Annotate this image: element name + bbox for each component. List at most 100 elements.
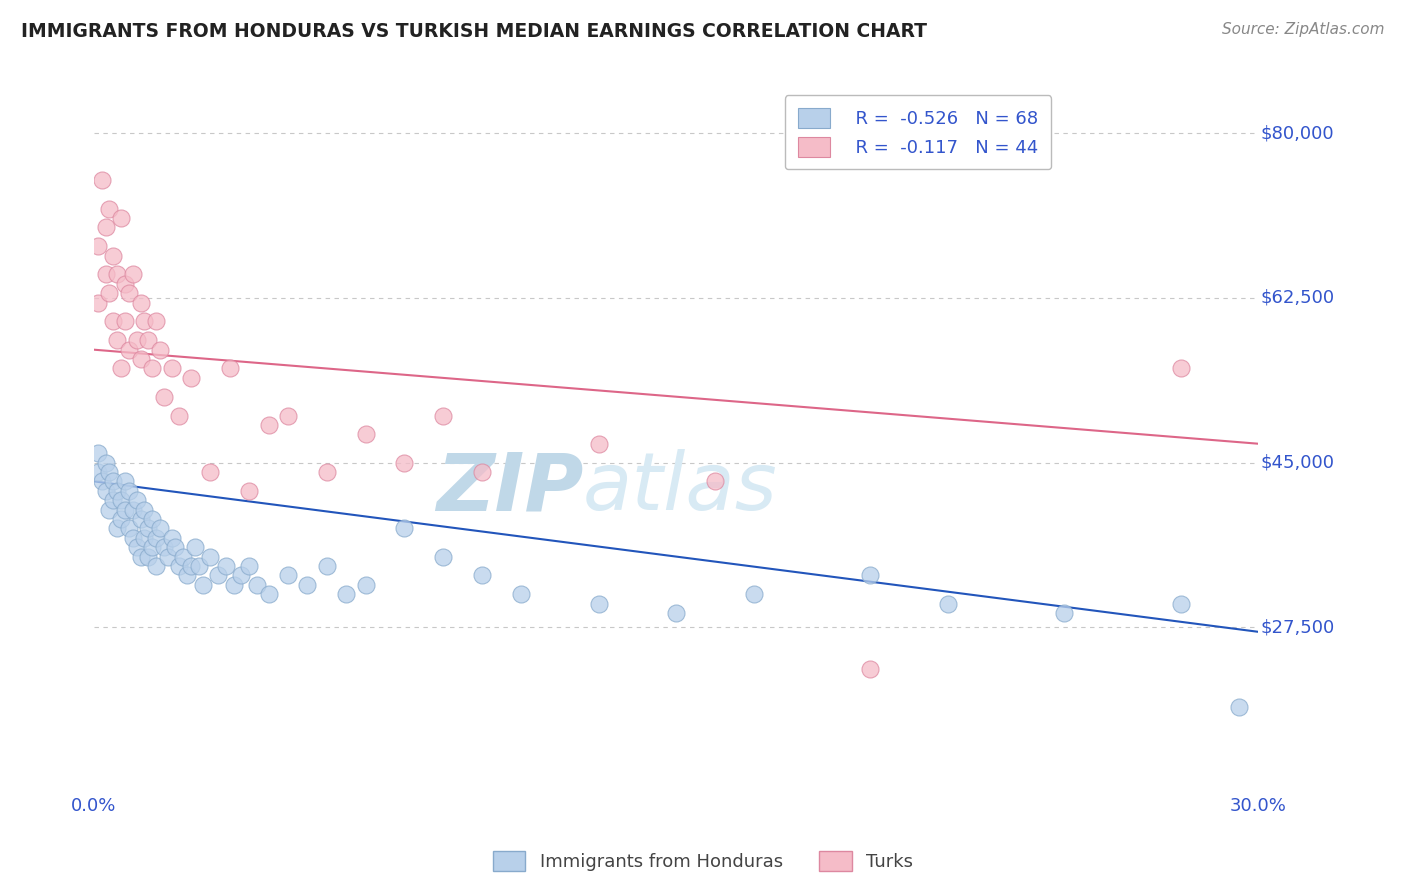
Point <box>87 446 110 460</box>
Point <box>859 662 882 676</box>
Point <box>238 483 260 498</box>
Point <box>136 521 159 535</box>
Point <box>1170 361 1192 376</box>
Point <box>129 352 152 367</box>
Text: $80,000: $80,000 <box>1261 124 1334 143</box>
Point <box>121 268 143 282</box>
Point <box>145 314 167 328</box>
Point <box>315 465 337 479</box>
Legend: Immigrants from Honduras, Turks: Immigrants from Honduras, Turks <box>485 844 921 879</box>
Point <box>588 597 610 611</box>
Text: atlas: atlas <box>583 450 778 527</box>
Point <box>134 314 156 328</box>
Point <box>1227 700 1250 714</box>
Point <box>200 549 222 564</box>
Point <box>1053 606 1076 620</box>
Point <box>471 568 494 582</box>
Point <box>335 587 357 601</box>
Point <box>110 361 132 376</box>
Point <box>103 493 125 508</box>
Point <box>509 587 531 601</box>
Point <box>114 502 136 516</box>
Point <box>129 512 152 526</box>
Point <box>125 540 148 554</box>
Point <box>277 568 299 582</box>
Point <box>105 483 128 498</box>
Point <box>152 390 174 404</box>
Text: ZIP: ZIP <box>436 450 583 527</box>
Point <box>180 559 202 574</box>
Point <box>394 456 416 470</box>
Point <box>703 475 725 489</box>
Point <box>125 493 148 508</box>
Point <box>87 239 110 253</box>
Point <box>94 268 117 282</box>
Point <box>215 559 238 574</box>
Point <box>121 531 143 545</box>
Point <box>136 333 159 347</box>
Point <box>160 531 183 545</box>
Point <box>187 559 209 574</box>
Point <box>222 578 245 592</box>
Point <box>231 568 253 582</box>
Point <box>114 314 136 328</box>
Point <box>94 220 117 235</box>
Point <box>207 568 229 582</box>
Point <box>149 521 172 535</box>
Text: Source: ZipAtlas.com: Source: ZipAtlas.com <box>1222 22 1385 37</box>
Point <box>665 606 688 620</box>
Point <box>87 465 110 479</box>
Point <box>94 456 117 470</box>
Point <box>90 173 112 187</box>
Point <box>394 521 416 535</box>
Point <box>184 540 207 554</box>
Point <box>103 249 125 263</box>
Point <box>238 559 260 574</box>
Point <box>588 436 610 450</box>
Point <box>98 202 121 216</box>
Point <box>218 361 240 376</box>
Point <box>165 540 187 554</box>
Point <box>141 512 163 526</box>
Point <box>160 361 183 376</box>
Point <box>172 549 194 564</box>
Point <box>110 512 132 526</box>
Point <box>200 465 222 479</box>
Point <box>277 409 299 423</box>
Point <box>149 343 172 357</box>
Point <box>110 211 132 225</box>
Text: $62,500: $62,500 <box>1261 289 1334 307</box>
Point <box>87 295 110 310</box>
Point <box>105 268 128 282</box>
Point <box>134 531 156 545</box>
Point <box>118 343 141 357</box>
Point <box>118 286 141 301</box>
Point <box>169 559 191 574</box>
Point <box>125 333 148 347</box>
Point <box>103 314 125 328</box>
Point <box>297 578 319 592</box>
Point <box>121 502 143 516</box>
Point <box>114 475 136 489</box>
Point <box>98 502 121 516</box>
Point <box>141 361 163 376</box>
Point <box>105 333 128 347</box>
Point <box>742 587 765 601</box>
Point <box>136 549 159 564</box>
Point <box>141 540 163 554</box>
Point <box>180 371 202 385</box>
Point <box>169 409 191 423</box>
Point <box>191 578 214 592</box>
Point <box>94 483 117 498</box>
Point <box>118 483 141 498</box>
Point <box>90 475 112 489</box>
Point <box>257 417 280 432</box>
Point <box>114 277 136 291</box>
Point <box>145 531 167 545</box>
Point <box>98 465 121 479</box>
Point <box>471 465 494 479</box>
Point <box>156 549 179 564</box>
Text: $27,500: $27,500 <box>1261 618 1334 636</box>
Point <box>129 549 152 564</box>
Point <box>246 578 269 592</box>
